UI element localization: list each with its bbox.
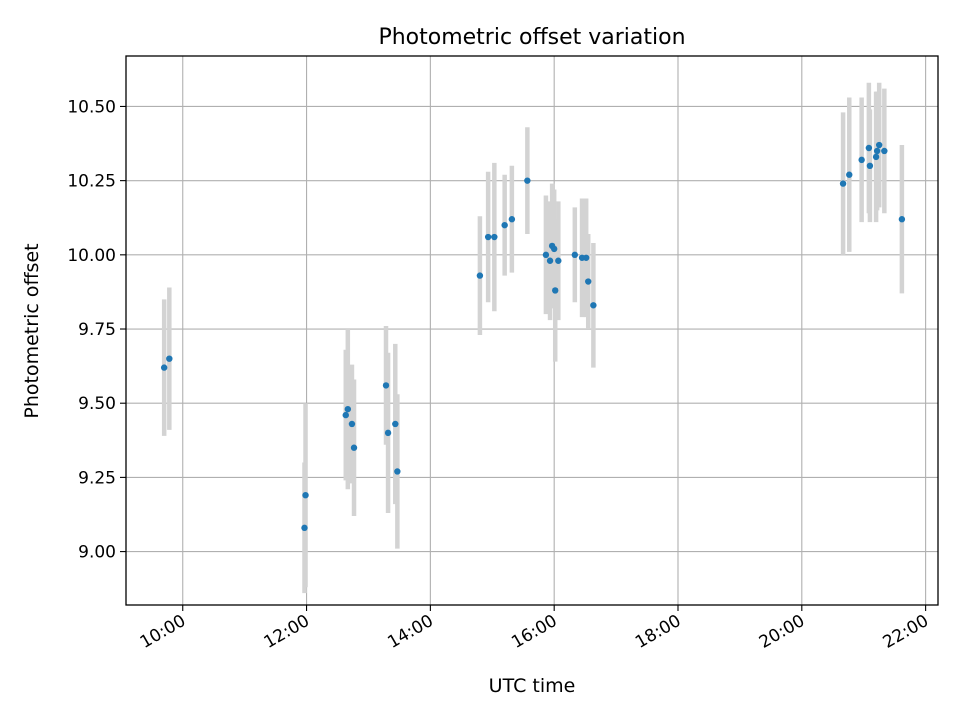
y-tick-label: 9.25 [78, 468, 116, 488]
data-point [394, 468, 401, 475]
data-point [384, 429, 392, 437]
data-point [348, 420, 356, 428]
data-point [898, 216, 906, 223]
data-point [542, 251, 550, 259]
data-point [476, 272, 484, 279]
data-point [555, 257, 562, 264]
data-point [839, 180, 847, 187]
data-point [875, 141, 883, 149]
data-point [546, 257, 554, 264]
data-point [302, 492, 309, 499]
data-point [344, 405, 352, 413]
y-axis-label: Photometric offset [21, 243, 43, 418]
data-point [858, 156, 865, 164]
data-point [550, 245, 558, 253]
data-point [166, 355, 173, 362]
data-point [342, 411, 349, 419]
y-tick-label: 9.50 [78, 394, 116, 414]
y-axis: 9.00 9.25 9.50 9.75 10.00 10.25 10.50 [67, 97, 126, 563]
data-point [865, 144, 873, 152]
plot-area-frame [125, 55, 939, 606]
data-point [552, 287, 559, 294]
data-points [160, 141, 906, 532]
data-point [872, 153, 880, 161]
data-point [392, 420, 399, 428]
y-tick-label: 9.00 [78, 543, 116, 563]
data-point [508, 216, 516, 223]
data-point [501, 221, 508, 229]
data-point [350, 444, 358, 451]
data-point [846, 171, 853, 178]
data-point [582, 254, 590, 261]
y-tick-label: 10.50 [67, 97, 116, 117]
data-point [590, 302, 597, 309]
grid [126, 56, 938, 605]
y-tick-label: 10.00 [67, 246, 116, 266]
data-point [571, 251, 579, 259]
data-point [585, 278, 592, 285]
chart-title: Photometric offset variation [378, 25, 685, 50]
data-point [866, 162, 874, 169]
data-point [524, 177, 531, 184]
data-point [881, 147, 888, 155]
data-point [301, 524, 308, 532]
y-tick-label: 9.75 [78, 320, 116, 340]
x-axis-label: UTC time [489, 675, 576, 697]
data-point [484, 233, 492, 241]
y-tick-label: 10.25 [67, 172, 116, 192]
data-point [491, 233, 498, 241]
data-point [382, 382, 390, 389]
data-point [160, 364, 168, 371]
data-point [873, 147, 881, 155]
